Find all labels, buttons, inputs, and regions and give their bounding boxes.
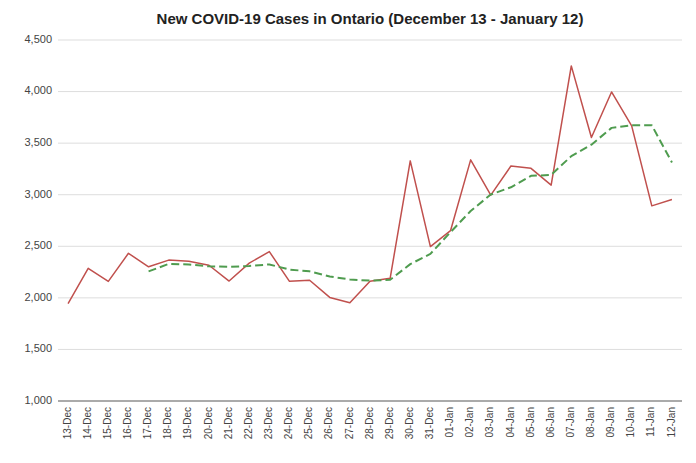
x-tick-label: 06-Jan [545, 407, 556, 438]
x-tick-label: 02-Jan [464, 407, 475, 438]
x-tick-label: 11-Jan [645, 407, 656, 437]
chart: New COVID-19 Cases in Ontario (December … [0, 0, 696, 463]
x-axis: 13-Dec 14-Dec 15-Dec 16-Dec 17-Dec 18-Dec 19-D… [62, 407, 677, 439]
x-tick-label: 09-Jan [605, 407, 616, 438]
plot-area [68, 66, 672, 304]
x-tick-label: 04-Jan [505, 407, 516, 438]
x-tick-label: 27-Dec [344, 407, 355, 439]
x-tick-label: 17-Dec [142, 407, 153, 439]
x-tick-label: 12-Jan [666, 407, 677, 438]
x-tick-label: 26-Dec [323, 407, 334, 439]
x-tick-label: 10-Jan [625, 407, 636, 438]
y-grid [58, 40, 682, 401]
x-tick-label: 07-Jan [565, 407, 576, 438]
grid-line [58, 40, 682, 41]
x-tick-label: 21-Dec [223, 407, 234, 439]
line-series [149, 125, 672, 280]
y-tick-label: 3,000 [24, 188, 52, 200]
grid-line [58, 401, 682, 402]
y-tick-label: 2,000 [24, 291, 52, 303]
background [0, 0, 696, 463]
y-tick-label: 1,500 [24, 342, 52, 354]
x-tick-label: 01-Jan [444, 407, 455, 438]
x-tick-label: 30-Dec [404, 407, 415, 439]
grid-line [58, 297, 682, 298]
y-axis: 1,000 1,500 2,000 2,500 3,000 3,500 4,000 4,500 [24, 33, 52, 406]
x-tick-label: 23-Dec [263, 407, 274, 439]
y-tick-label: 4,500 [24, 33, 52, 45]
x-tick-label: 19-Dec [182, 407, 193, 439]
x-tick-label: 25-Dec [303, 407, 314, 439]
y-tick-label: 1,000 [24, 394, 52, 406]
title: New COVID-19 Cases in Ontario (December … [157, 10, 584, 27]
x-tick-label: 24-Dec [283, 407, 294, 439]
grid-line [58, 246, 682, 247]
x-tick-label: 29-Dec [384, 407, 395, 439]
line-series [68, 66, 672, 304]
x-axis-line [58, 401, 682, 402]
grid-line [58, 91, 682, 92]
y-tick-label: 3,500 [24, 136, 52, 148]
x-tick-label: 16-Dec [122, 407, 133, 439]
x-tick-label: 22-Dec [243, 407, 254, 439]
x-tick-label: 15-Dec [102, 407, 113, 439]
y-tick-label: 2,500 [24, 239, 52, 251]
x-tick-label: 03-Jan [484, 407, 495, 438]
x-tick-label: 08-Jan [585, 407, 596, 438]
x-tick-label: 18-Dec [162, 407, 173, 439]
x-tick-label: 05-Jan [525, 407, 536, 438]
grid-line [58, 349, 682, 350]
x-tick-label: 13-Dec [62, 407, 73, 439]
x-tick-label: 20-Dec [203, 407, 214, 439]
y-tick-label: 4,000 [24, 84, 52, 96]
grid-line [58, 143, 682, 144]
x-tick-label: 14-Dec [82, 407, 93, 439]
x-tick-label: 31-Dec [424, 407, 435, 439]
grid-line [58, 194, 682, 195]
x-tick-label: 28-Dec [364, 407, 375, 439]
